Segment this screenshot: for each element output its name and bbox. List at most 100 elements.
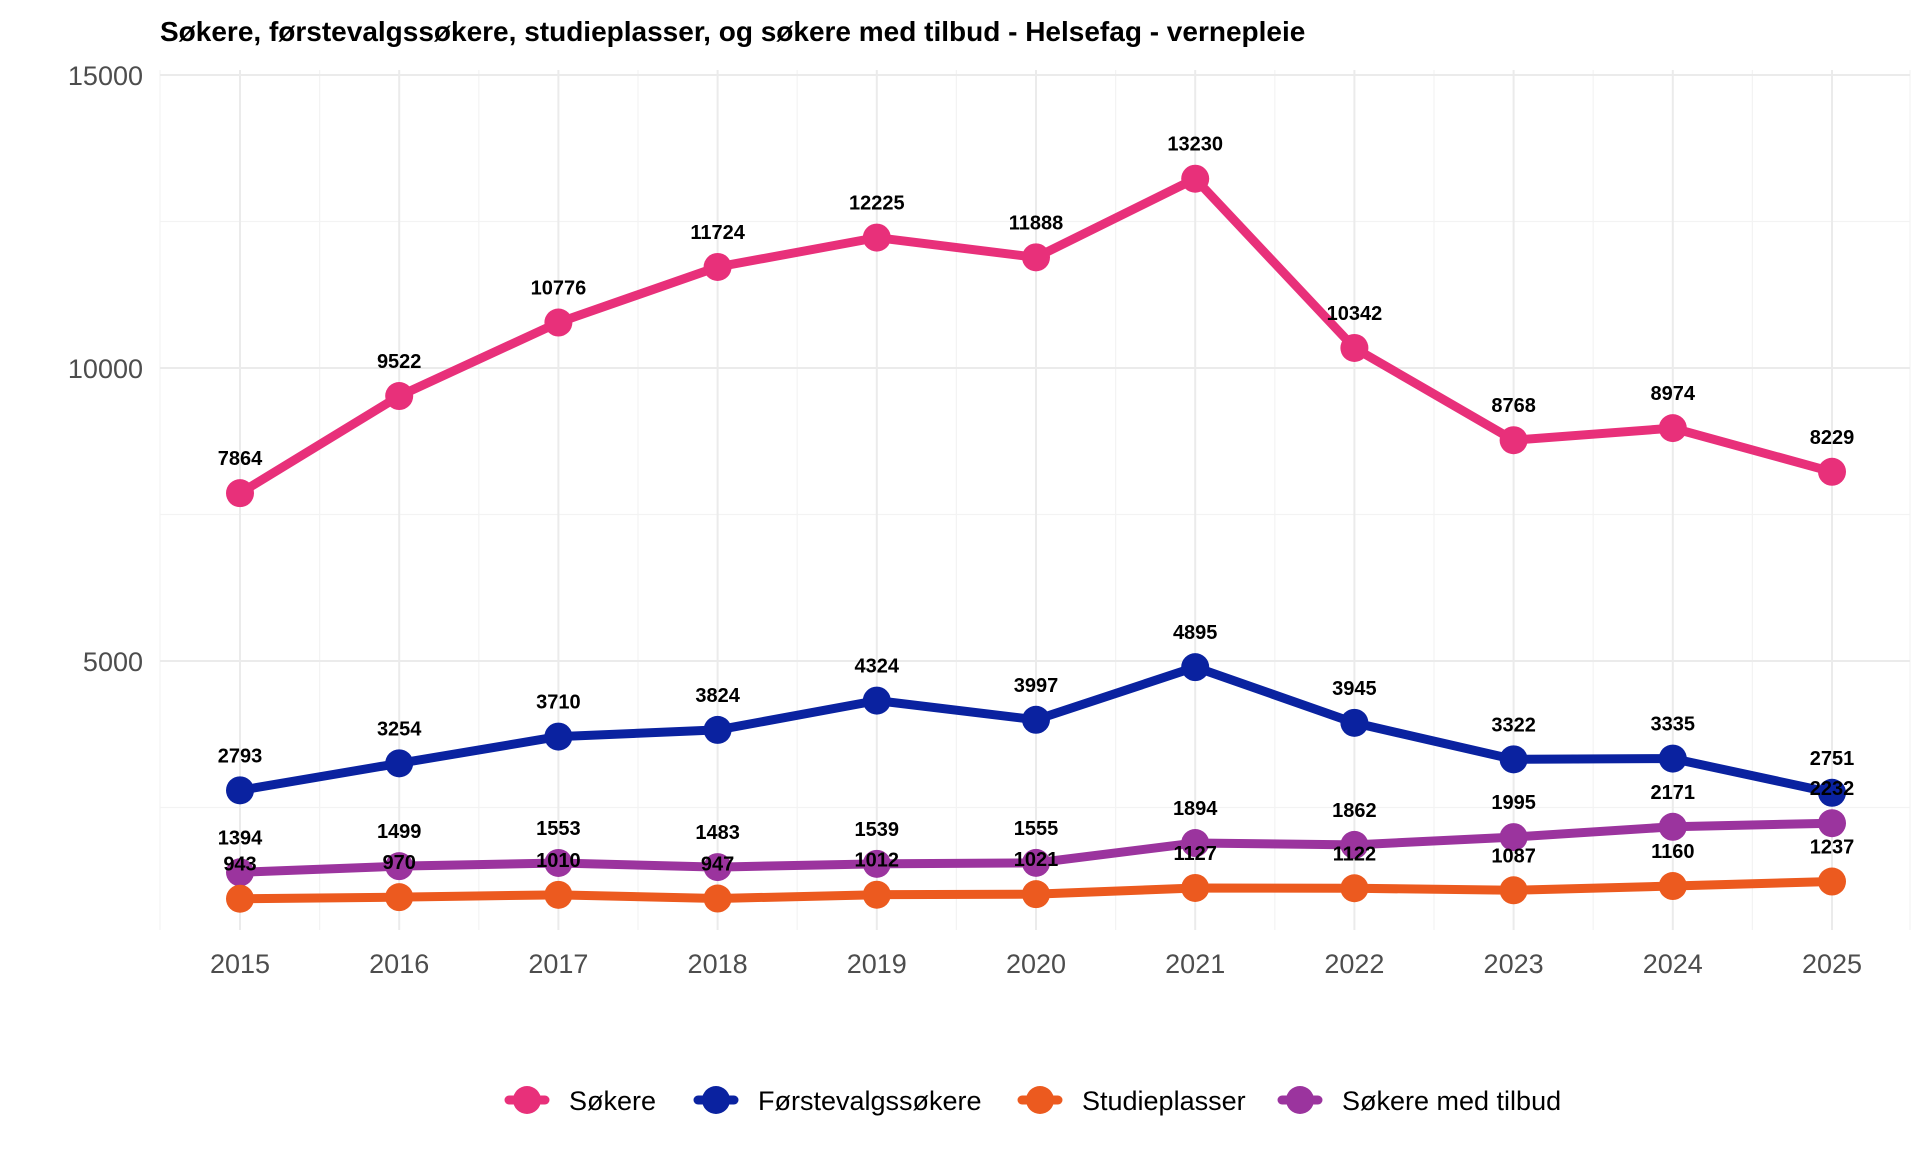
data-label: 943	[223, 854, 256, 876]
data-label: 8974	[1651, 383, 1696, 405]
data-point	[1818, 867, 1846, 896]
data-point	[1818, 778, 1846, 807]
data-label: 1122	[1333, 843, 1376, 865]
x-axis-ticks: 2015 2016 2017 2018 2019 2020 2021 2022 2023 2024…	[210, 949, 1862, 979]
data-point	[1499, 823, 1528, 852]
data-label: 1499	[377, 821, 422, 843]
legend-key-point	[513, 1086, 541, 1114]
data-point	[385, 852, 414, 881]
data-label: 3710	[536, 692, 581, 714]
data-label: 10342	[1327, 303, 1383, 325]
data-point	[1022, 848, 1050, 877]
data-label: 2793	[218, 745, 263, 767]
data-point	[226, 858, 254, 887]
legend-item[interactable]: Søkere	[504, 1086, 656, 1116]
legend-item[interactable]: Studieplasser	[1017, 1086, 1246, 1116]
data-point	[226, 884, 254, 913]
data-point	[1499, 426, 1528, 455]
data-point	[544, 880, 573, 909]
data-point	[1181, 873, 1210, 902]
legend-key-point	[702, 1086, 730, 1114]
x-tick-label: 2018	[688, 949, 748, 979]
data-point	[1181, 653, 1210, 682]
x-tick-label: 2023	[1484, 949, 1544, 979]
data-label: 10776	[531, 278, 587, 300]
data-point	[862, 849, 891, 878]
data-label: 13230	[1167, 134, 1223, 156]
y-axis-ticks: 5000 10000 15000	[68, 61, 143, 677]
chart-title: Søkere, førstevalgssøkere, studieplasser…	[160, 16, 1305, 47]
y-tick-label: 5000	[83, 647, 143, 677]
data-point	[544, 308, 573, 337]
data-label: 3997	[1014, 675, 1059, 697]
data-point	[1340, 874, 1369, 903]
data-label: 7864	[218, 448, 263, 470]
data-label: 4324	[855, 656, 900, 678]
x-tick-label: 2025	[1802, 949, 1862, 979]
data-label: 2171	[1651, 782, 1696, 804]
data-point	[1818, 457, 1846, 486]
data-label: 947	[701, 854, 734, 876]
legend-label: Søkere med tilbud	[1342, 1086, 1561, 1116]
data-point	[1818, 809, 1846, 838]
data-point	[1340, 708, 1369, 737]
data-point	[544, 722, 573, 751]
x-tick-label: 2022	[1324, 949, 1384, 979]
data-point	[385, 749, 414, 778]
data-label: 1862	[1332, 800, 1377, 822]
data-point	[1658, 812, 1687, 841]
data-label: 970	[383, 852, 416, 874]
data-label: 4895	[1173, 622, 1218, 644]
data-point	[1022, 705, 1050, 734]
x-tick-label: 2021	[1165, 949, 1225, 979]
data-label: 1127	[1174, 843, 1217, 865]
data-label: 1483	[695, 822, 740, 844]
data-point	[862, 880, 891, 909]
y-tick-label: 10000	[68, 354, 143, 384]
legend-key-point	[1286, 1086, 1314, 1114]
data-label: 1555	[1014, 818, 1059, 840]
series-points	[226, 164, 1846, 913]
data-point	[862, 223, 891, 252]
data-point	[1499, 876, 1528, 905]
data-label: 3824	[695, 685, 740, 707]
x-tick-label: 2019	[847, 949, 907, 979]
data-label: 3335	[1651, 714, 1696, 736]
data-label: 9522	[377, 351, 422, 373]
legend-item[interactable]: Søkere med tilbud	[1277, 1086, 1561, 1116]
y-tick-label: 15000	[68, 61, 143, 91]
x-tick-label: 2016	[369, 949, 429, 979]
legend-item[interactable]: Førstevalgssøkere	[693, 1086, 982, 1116]
data-point	[385, 883, 414, 912]
data-label: 11888	[1009, 212, 1064, 234]
data-label: 1394	[218, 827, 263, 849]
data-label: 3322	[1491, 714, 1536, 736]
data-labels: 7864 9522 10776 11724 12225 11888 13230 10342 87…	[218, 134, 1855, 876]
data-label: 1012	[855, 850, 900, 872]
data-point	[226, 479, 254, 508]
legend-label: Søkere	[569, 1086, 656, 1116]
data-point	[703, 853, 732, 882]
x-tick-label: 2017	[528, 949, 588, 979]
data-point	[1340, 830, 1369, 859]
data-label: 8229	[1810, 427, 1855, 449]
data-label: 8768	[1491, 395, 1536, 417]
data-point	[1658, 872, 1687, 901]
data-point	[1181, 164, 1210, 193]
data-point	[1181, 829, 1210, 858]
data-point	[544, 848, 573, 877]
data-label: 1553	[536, 818, 581, 840]
data-label: 1160	[1651, 841, 1694, 863]
data-label: 1539	[855, 819, 900, 841]
data-point	[1022, 880, 1050, 909]
data-point	[1022, 243, 1050, 272]
data-point	[1658, 744, 1687, 773]
data-point	[703, 252, 732, 281]
data-point	[1499, 745, 1528, 774]
data-label: 1237	[1810, 837, 1855, 859]
x-tick-label: 2020	[1006, 949, 1066, 979]
legend[interactable]: Søkere Førstevalgssøkere Studieplasser Søke…	[504, 1086, 1561, 1116]
data-label: 1087	[1491, 845, 1536, 867]
data-label: 1021	[1014, 849, 1059, 871]
